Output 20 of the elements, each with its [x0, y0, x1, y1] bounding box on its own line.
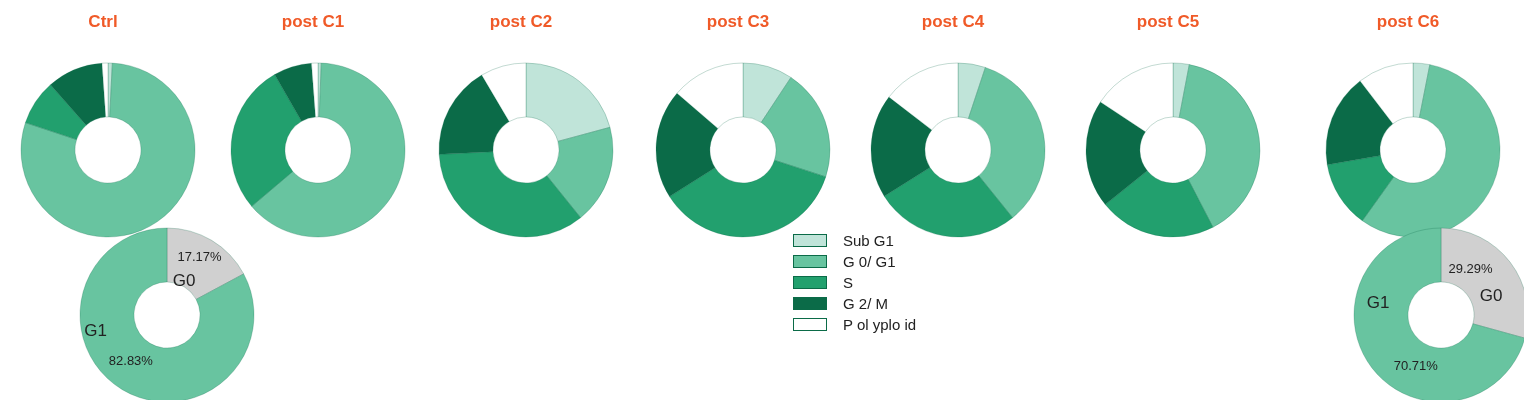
chart-title: post C5	[1135, 12, 1201, 32]
chart-title: post C2	[488, 12, 554, 32]
slice-label: G0	[1479, 285, 1503, 305]
legend-label: P ol yplo id	[843, 316, 917, 333]
legend-label: S	[843, 274, 854, 291]
legend-label: G 2/ M	[843, 295, 889, 312]
chart-title: post C3	[705, 12, 771, 32]
slice-label: G1	[1366, 292, 1390, 312]
slice-label: G1	[84, 321, 107, 341]
slice-label: G0	[172, 270, 196, 290]
data-label: 29.29%	[1448, 260, 1493, 276]
legend-label: G 0/ G1	[843, 253, 896, 270]
data-label: 17.17%	[177, 249, 222, 265]
chart-title: post C4	[920, 12, 986, 32]
legend-label: Sub G1	[843, 232, 894, 249]
data-label: 70.71%	[1393, 357, 1439, 373]
data-label: 82.83%	[108, 352, 154, 368]
chart-title: Ctrl	[87, 12, 119, 32]
chart-title: post C1	[280, 12, 346, 32]
chart-title: post C6	[1375, 12, 1441, 32]
